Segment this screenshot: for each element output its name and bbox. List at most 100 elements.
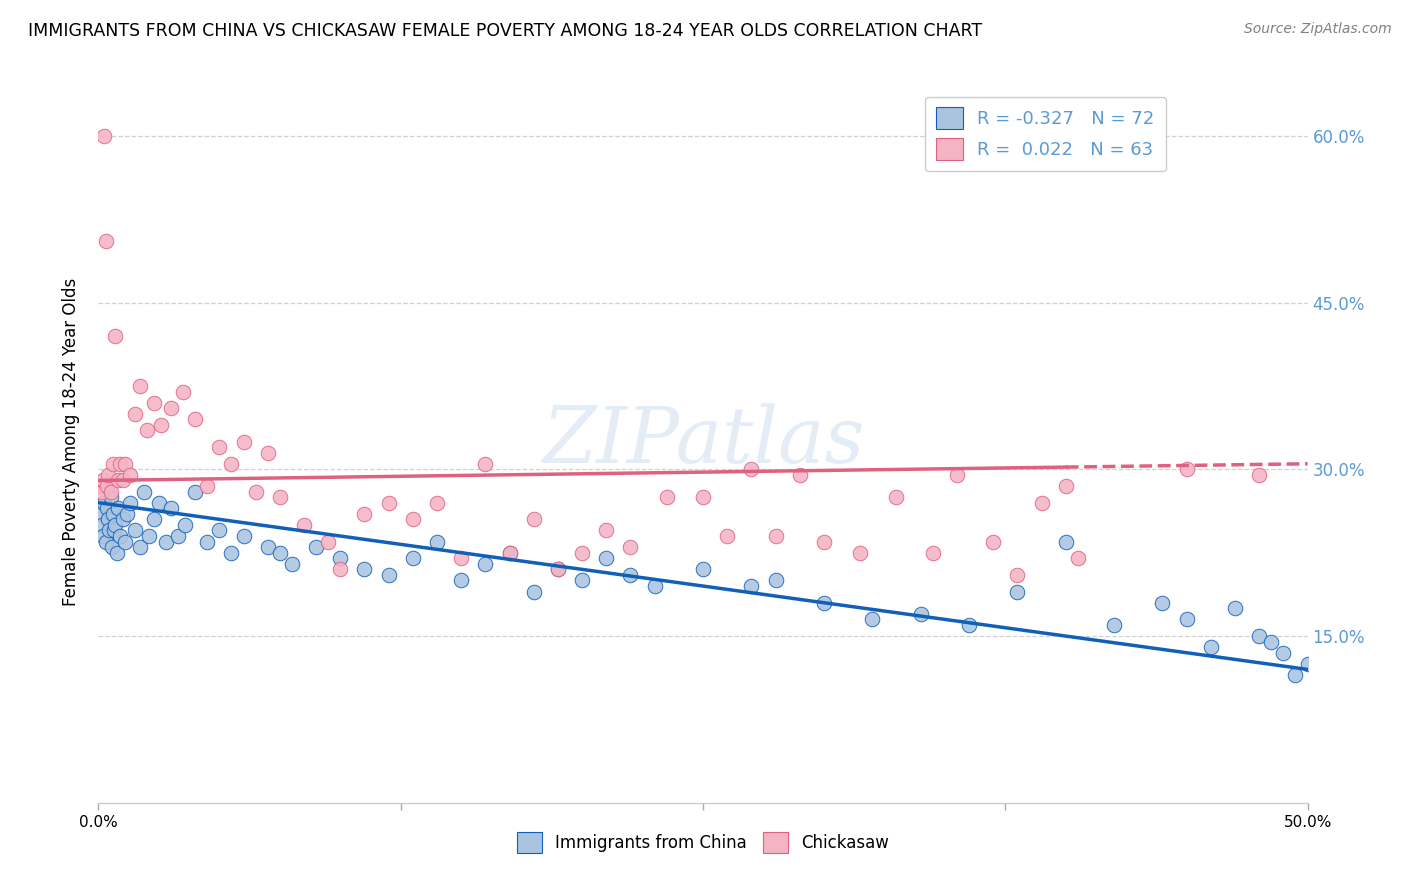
Point — [114, 457, 136, 471]
Point — [921, 546, 943, 560]
Point — [1223, 601, 1246, 615]
Point — [143, 395, 166, 409]
Point — [1272, 646, 1295, 660]
Point — [160, 501, 183, 516]
Point — [1284, 668, 1306, 682]
Point — [619, 540, 641, 554]
Point — [910, 607, 932, 621]
Point — [849, 546, 872, 560]
Point — [107, 474, 129, 488]
Point — [353, 562, 375, 576]
Point — [619, 568, 641, 582]
Point — [305, 540, 328, 554]
Point — [221, 546, 243, 560]
Point — [90, 507, 112, 521]
Text: Source: ZipAtlas.com: Source: ZipAtlas.com — [1244, 22, 1392, 37]
Point — [1260, 634, 1282, 648]
Point — [523, 512, 546, 526]
Point — [716, 529, 738, 543]
Point — [426, 496, 449, 510]
Point — [94, 534, 117, 549]
Point — [91, 517, 114, 532]
Point — [104, 329, 127, 343]
Point — [143, 512, 166, 526]
Point — [94, 235, 117, 249]
Point — [1249, 629, 1271, 643]
Point — [91, 484, 114, 499]
Point — [789, 467, 811, 482]
Point — [97, 512, 120, 526]
Point — [595, 524, 617, 538]
Point — [498, 546, 520, 560]
Point — [450, 574, 472, 588]
Point — [595, 551, 617, 566]
Point — [172, 384, 194, 399]
Point — [981, 534, 1004, 549]
Point — [269, 490, 291, 504]
Point — [269, 546, 291, 560]
Point — [155, 534, 177, 549]
Point — [256, 445, 278, 459]
Point — [118, 467, 141, 482]
Point — [100, 484, 122, 499]
Point — [498, 546, 520, 560]
Point — [256, 540, 278, 554]
Point — [765, 574, 787, 588]
Point — [860, 612, 883, 626]
Point — [571, 546, 593, 560]
Point — [114, 534, 136, 549]
Point — [245, 484, 267, 499]
Point — [377, 496, 399, 510]
Point — [148, 496, 170, 510]
Point — [1007, 568, 1029, 582]
Point — [316, 534, 339, 549]
Point — [232, 434, 254, 449]
Point — [111, 474, 134, 488]
Point — [765, 529, 787, 543]
Point — [353, 507, 375, 521]
Point — [886, 490, 908, 504]
Point — [1175, 462, 1198, 476]
Point — [1175, 612, 1198, 626]
Point — [402, 551, 425, 566]
Point — [208, 524, 231, 538]
Point — [1102, 618, 1125, 632]
Point — [184, 484, 207, 499]
Point — [138, 529, 160, 543]
Text: IMMIGRANTS FROM CHINA VS CHICKASAW FEMALE POVERTY AMONG 18-24 YEAR OLDS CORRELAT: IMMIGRANTS FROM CHINA VS CHICKASAW FEMAL… — [28, 22, 983, 40]
Point — [90, 479, 112, 493]
Point — [957, 618, 980, 632]
Point — [107, 501, 129, 516]
Point — [474, 457, 496, 471]
Point — [692, 490, 714, 504]
Point — [91, 474, 114, 488]
Point — [124, 407, 146, 421]
Point — [128, 540, 150, 554]
Point — [547, 562, 569, 576]
Point — [150, 417, 173, 432]
Point — [124, 524, 146, 538]
Point — [93, 128, 115, 143]
Point — [1031, 496, 1053, 510]
Point — [96, 479, 118, 493]
Point — [101, 457, 124, 471]
Point — [329, 551, 352, 566]
Point — [135, 424, 157, 438]
Point — [160, 401, 183, 416]
Point — [946, 467, 969, 482]
Point — [813, 534, 835, 549]
Point — [474, 557, 496, 571]
Point — [97, 467, 120, 482]
Point — [1249, 467, 1271, 482]
Point — [134, 484, 156, 499]
Point — [547, 562, 569, 576]
Point — [402, 512, 425, 526]
Point — [96, 501, 118, 516]
Point — [377, 568, 399, 582]
Point — [195, 534, 218, 549]
Point — [174, 517, 197, 532]
Point — [426, 534, 449, 549]
Point — [100, 490, 122, 504]
Point — [281, 557, 304, 571]
Point — [100, 540, 122, 554]
